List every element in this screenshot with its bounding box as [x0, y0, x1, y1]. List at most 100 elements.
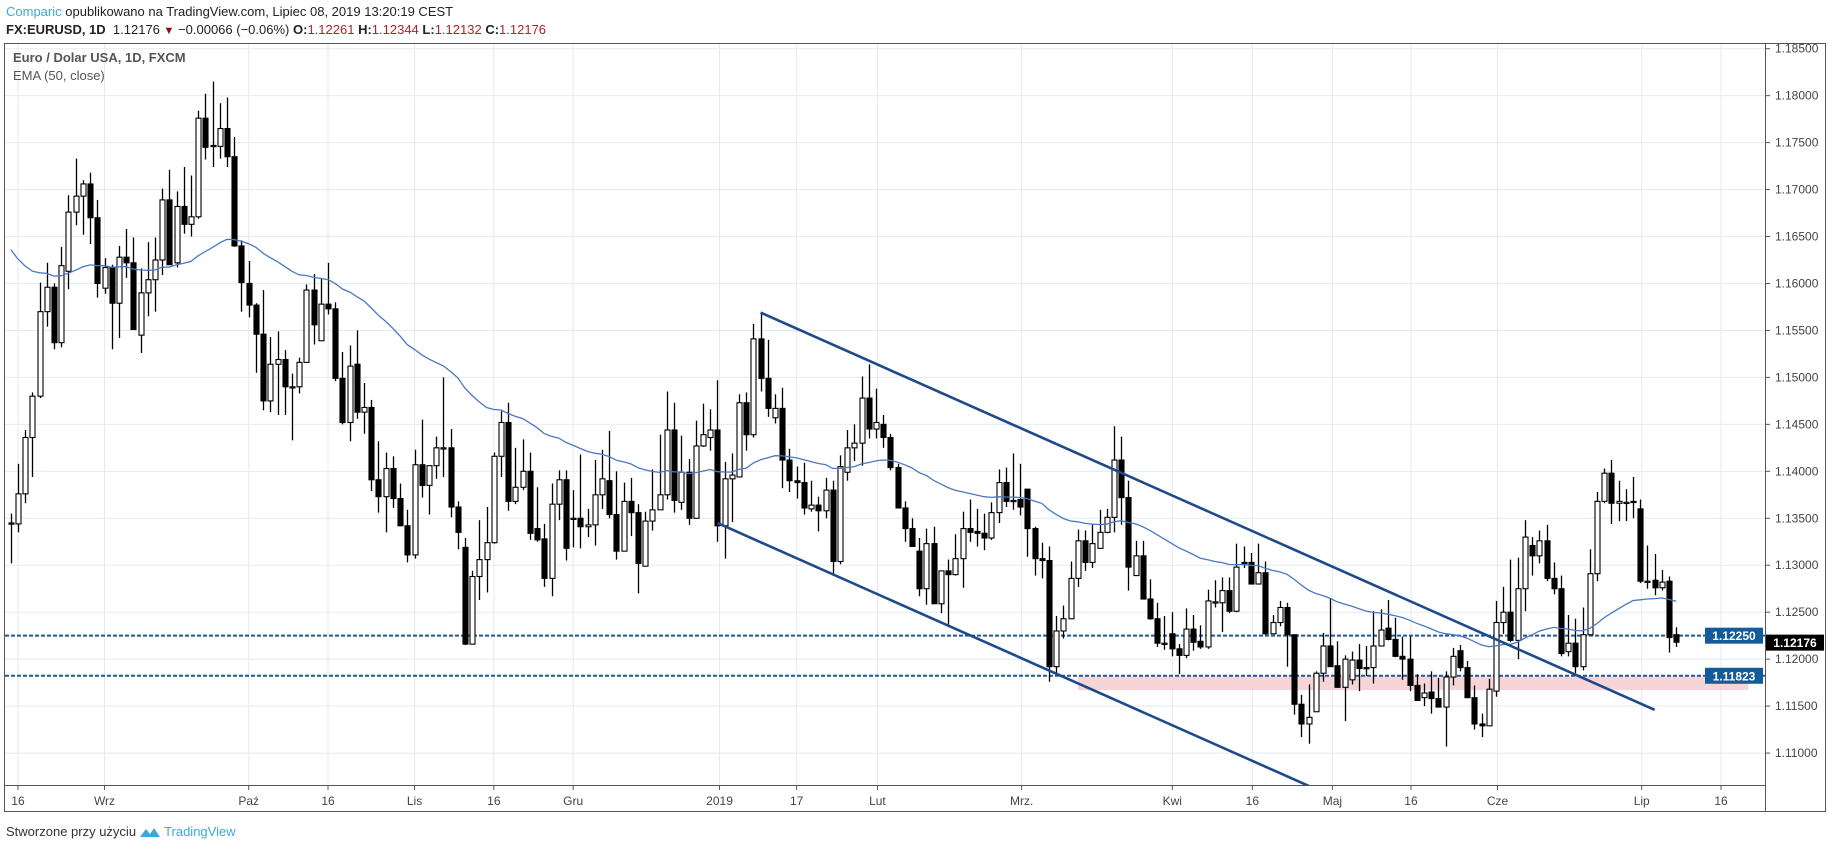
candle-body-down [1284, 606, 1291, 636]
candle-body-up [549, 503, 556, 579]
candle [1255, 543, 1262, 585]
candle-body-up [1493, 621, 1500, 692]
price-tick-label: 1.12500 [1775, 605, 1819, 619]
candle-body-up [664, 429, 671, 496]
candle-body-down [765, 377, 772, 409]
candle-body-down [1039, 558, 1046, 562]
candle [1284, 602, 1291, 667]
candle-body-down [448, 447, 455, 508]
candle-body-up [808, 504, 815, 510]
level-price-label: 1.12250 [1712, 629, 1756, 643]
time-axis[interactable]: 16 Wrz Paź 16 Lis 16 Gru 2019 17 Lut Mrz. Kwi 16 Maj 1… [11, 785, 1728, 808]
candle-body-up [1659, 581, 1666, 589]
candle [779, 387, 786, 489]
candle-body-up [210, 144, 217, 148]
time-tick-label: 16 [1404, 794, 1418, 808]
candle [844, 429, 851, 481]
candle-body-down [880, 423, 887, 439]
candle-body-down [613, 513, 620, 552]
candle-body-down [1327, 645, 1334, 668]
price-change: −0.00066 (−0.06%) [178, 22, 290, 37]
candle [700, 403, 707, 447]
candle [253, 303, 260, 373]
candle-body-down [1479, 723, 1486, 727]
candle [556, 470, 563, 521]
time-tick-label: Maj [1323, 794, 1342, 808]
candle [1435, 677, 1442, 708]
open-label: O: [293, 22, 308, 37]
indicator-legend[interactable]: EMA (50, close) [13, 68, 105, 83]
candle-body-up [649, 509, 656, 522]
tradingview-link[interactable]: TradingView [164, 824, 236, 839]
candle-body-up [289, 386, 296, 389]
candle-body-down [1414, 684, 1421, 702]
candle [866, 364, 873, 439]
candle [188, 175, 195, 237]
trend-channel [716, 311, 1656, 785]
candle [80, 180, 87, 235]
candle [1190, 615, 1197, 651]
candle [1659, 569, 1666, 591]
candle [1306, 684, 1313, 744]
candle [1666, 576, 1673, 653]
candle [1551, 562, 1558, 595]
candle [217, 103, 224, 159]
candle [895, 463, 902, 509]
candle [938, 570, 945, 614]
candle-body-down [397, 498, 404, 527]
candle-body-up [938, 570, 945, 605]
candle-body-down [1464, 667, 1471, 699]
time-tick-label: Mrz. [1010, 794, 1033, 808]
candle-body-up [923, 543, 930, 590]
candle [87, 172, 94, 245]
candle-body-down [123, 256, 130, 264]
candle [469, 570, 476, 645]
candle [1154, 602, 1161, 647]
candle-body-down [1428, 691, 1435, 700]
candle [967, 499, 974, 542]
candle-body-up [1212, 601, 1219, 604]
candle [109, 264, 116, 350]
candle-body-up [1205, 600, 1212, 648]
candle-body-up [851, 442, 858, 449]
candle-body-up [116, 256, 123, 304]
candle [606, 430, 613, 519]
footer: Stworzone przy użyciu TradingView [6, 824, 236, 839]
candle [772, 394, 779, 424]
candle [815, 496, 822, 532]
candle [585, 508, 592, 538]
candle [1392, 617, 1399, 658]
author-link[interactable]: Comparic [6, 4, 62, 19]
candle [974, 508, 981, 547]
candle [1046, 546, 1053, 682]
candle [880, 414, 887, 448]
candle-body-down [981, 532, 988, 539]
candle-body-down [1017, 498, 1024, 508]
ema-polyline [10, 238, 1677, 648]
candle-body-down [830, 489, 837, 563]
candle-body-down [1118, 459, 1125, 499]
candle-body-down [916, 550, 923, 590]
candle-body-down [224, 127, 231, 158]
candle-body-up [102, 266, 109, 289]
candle [1515, 557, 1522, 660]
candle-body-up [469, 575, 476, 645]
candle-body-up [657, 494, 664, 511]
candle-body-down [714, 429, 721, 527]
candle-body-up [1219, 590, 1226, 604]
candle-body-down [1024, 488, 1031, 530]
candle [1544, 524, 1551, 582]
candle-body-down [1003, 482, 1010, 502]
candle [289, 373, 296, 441]
candle-body-down [1673, 634, 1680, 643]
candle [1522, 520, 1529, 612]
candle-body-up [484, 542, 491, 561]
candle-body-up [58, 265, 65, 344]
candle-body-up [1097, 531, 1104, 549]
candle [1363, 646, 1370, 677]
candle [945, 559, 952, 628]
candle [1630, 476, 1637, 519]
candle-body-up [145, 279, 152, 294]
price-axis[interactable]: 1.18500 1.18000 1.17500 1.17000 1.16500 1.160… [1765, 42, 1819, 760]
